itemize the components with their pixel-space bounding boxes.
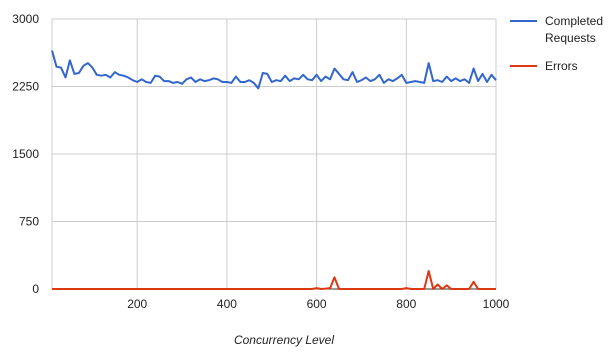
series-line-completed-requests [51,50,497,90]
series-lines [51,50,497,290]
x-tick-label: 200 [127,297,147,311]
y-axis-tick-labels: 0 750 1500 2250 3000 [12,12,39,296]
x-tick-label: 400 [217,297,237,311]
x-axis-title: Concurrency Level [234,333,334,347]
legend-label: Completed Requests [545,14,603,45]
legend-item-errors: Errors [510,59,578,73]
legend-label: Errors [545,59,578,73]
legend-item-completed-requests: Completed Requests [510,14,603,45]
y-tick-label: 0 [32,282,39,296]
grid [51,18,497,289]
x-tick-label: 1000 [483,297,510,311]
x-tick-label: 800 [396,297,416,311]
series-line-errors [52,270,496,290]
x-axis-tick-labels: 200 400 600 800 1000 [127,297,509,311]
legend: Completed Requests Errors [510,14,603,73]
y-tick-label: 750 [19,215,39,229]
y-tick-label: 2250 [12,80,39,94]
y-tick-label: 1500 [12,147,39,161]
y-tick-label: 3000 [12,12,39,26]
x-tick-label: 600 [307,297,327,311]
